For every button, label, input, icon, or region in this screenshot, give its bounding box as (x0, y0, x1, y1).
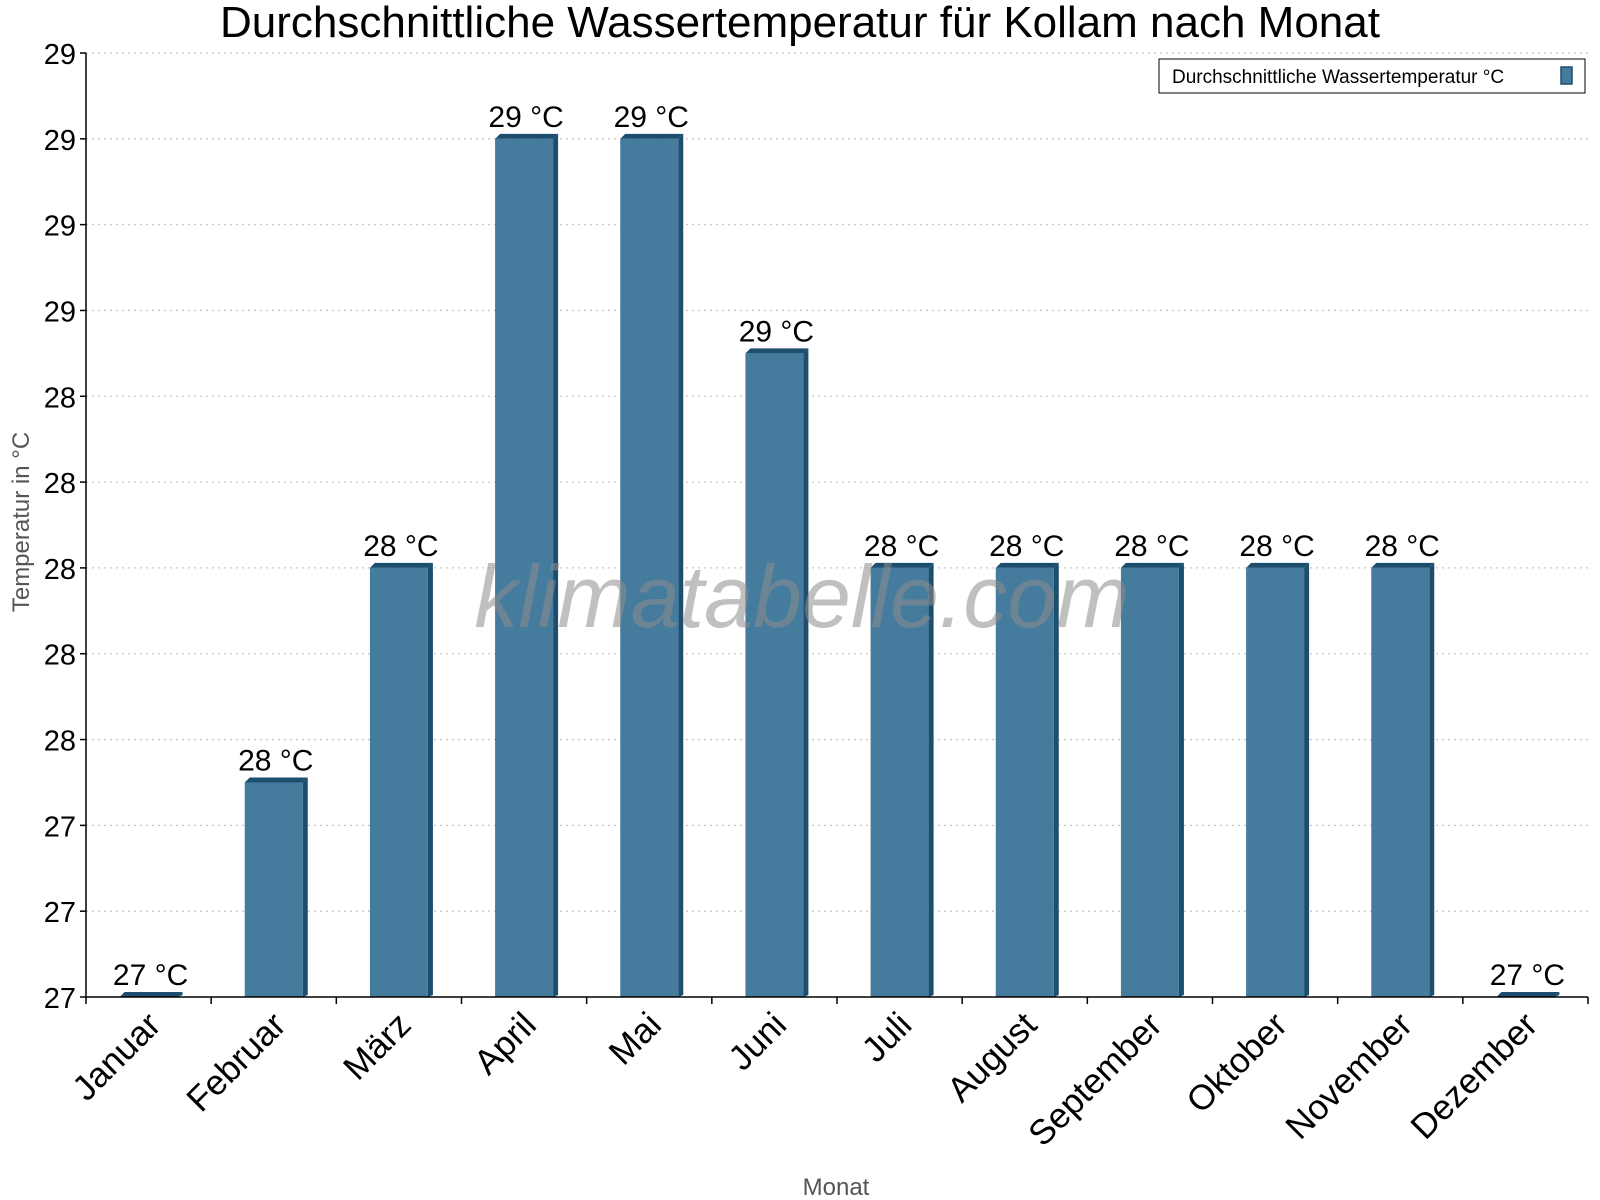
data-label: 28 °C (1114, 530, 1189, 563)
bar-top (495, 133, 559, 139)
watermark: klimatabelle.com (474, 547, 1129, 646)
y-axis-title: Temperatur in °C (8, 432, 35, 612)
bar-front (495, 138, 554, 997)
bar-side (678, 133, 684, 997)
legend-swatch (1560, 66, 1573, 85)
x-tick-label: November (1278, 1005, 1420, 1147)
y-tick-label: 28 (44, 726, 76, 758)
bar-april (495, 133, 559, 997)
chart-title: Durchschnittliche Wassertemperatur für K… (220, 0, 1380, 47)
y-tick-label: 29 (44, 211, 76, 243)
legend-box (1158, 58, 1586, 94)
bar-top (119, 992, 183, 997)
bar-front (745, 353, 804, 997)
y-tick-label: 29 (44, 296, 76, 328)
x-tick-label: April (467, 1005, 544, 1082)
data-label: 27 °C (1490, 959, 1565, 992)
bar-februar (244, 777, 308, 997)
x-tick-label: Februar (179, 1005, 293, 1119)
x-tick-label: Oktober (1179, 1005, 1295, 1121)
bar-top (745, 348, 809, 354)
data-label: 27 °C (113, 959, 188, 992)
data-label: 28 °C (1365, 530, 1440, 563)
bar-front (1371, 567, 1430, 997)
bar-front (995, 567, 1054, 997)
bar-top (995, 562, 1059, 568)
legend-entry-label: Durchschnittliche Wassertemperatur °C (1172, 67, 1504, 88)
bar-side (553, 133, 559, 997)
bar-top (1496, 992, 1560, 997)
bar-side (1304, 562, 1310, 997)
data-label: 28 °C (363, 530, 438, 563)
bar-juni (745, 348, 809, 997)
data-label: 29 °C (739, 315, 814, 348)
bar-top (244, 777, 308, 783)
bars (119, 133, 1560, 997)
y-tick-label: 28 (44, 640, 76, 672)
bar-juli (870, 562, 934, 997)
x-tick-label: Januar (65, 1005, 168, 1108)
x-tick-label: Juli (855, 1005, 920, 1070)
bar-januar (119, 992, 183, 997)
bar-november (1371, 562, 1435, 997)
bar-front (244, 782, 303, 997)
y-tick-label: 29 (44, 39, 76, 71)
bar-top (1371, 562, 1435, 568)
x-tick-label: Mai (601, 1005, 668, 1072)
data-labels: 27 °C 28 °C 28 °C 29 °C 29 °C 29 °C 28 °C 28 °C… (113, 101, 1565, 992)
bar-side (427, 562, 433, 997)
bar-front (369, 567, 428, 997)
y-tick-label: 29 (44, 125, 76, 157)
data-label: 29 °C (614, 101, 689, 134)
bar-märz (369, 562, 433, 997)
legend: Durchschnittliche Wassertemperatur °C (1158, 58, 1586, 94)
data-label: 28 °C (1239, 530, 1314, 563)
x-axis-title: Monat (803, 1174, 870, 1200)
y-tick-label: 27 (44, 983, 76, 1015)
bar-top (1246, 562, 1310, 568)
y-tick-label: 28 (44, 382, 76, 414)
bar-dezember (1496, 992, 1560, 997)
bar-front (1120, 567, 1179, 997)
bar-side (1053, 562, 1059, 997)
bar-front (620, 138, 679, 997)
bar-september (1120, 562, 1184, 997)
x-tick-label: August (940, 1005, 1045, 1110)
bar-side (928, 562, 934, 997)
y-tick-label: 27 (44, 811, 76, 843)
y-axis-ticks: 27 27 27 28 28 28 28 28 29 29 29 29 (44, 39, 86, 1015)
x-tick-label: März (336, 1005, 419, 1088)
y-tick-label: 27 (44, 897, 76, 929)
data-label: 29 °C (488, 101, 563, 134)
bar-top (620, 133, 684, 139)
bar-side (1429, 562, 1435, 997)
y-tick-label: 28 (44, 468, 76, 500)
data-label: 28 °C (864, 530, 939, 563)
x-tick-label: Juni (721, 1005, 794, 1078)
bar-oktober (1246, 562, 1310, 997)
grid-lines (86, 52, 1588, 912)
bar-side (1178, 562, 1184, 997)
x-tick-label: Dezember (1403, 1005, 1545, 1147)
x-axis-ticks: Januar Februar März April Mai Juni Juli AugustS… (65, 997, 1589, 1154)
bar-side (803, 348, 809, 997)
data-label: 28 °C (989, 530, 1064, 563)
y-tick-label: 28 (44, 554, 76, 586)
bar-top (369, 562, 433, 568)
bar-side (302, 777, 308, 997)
bar-mai (620, 133, 684, 997)
data-label: 28 °C (238, 744, 313, 777)
x-tick-label: September (1021, 1005, 1170, 1154)
bar-front (1246, 567, 1305, 997)
bar-front (870, 567, 929, 997)
bar-top (870, 562, 934, 568)
bar-top (1120, 562, 1184, 568)
bar-august (995, 562, 1059, 997)
